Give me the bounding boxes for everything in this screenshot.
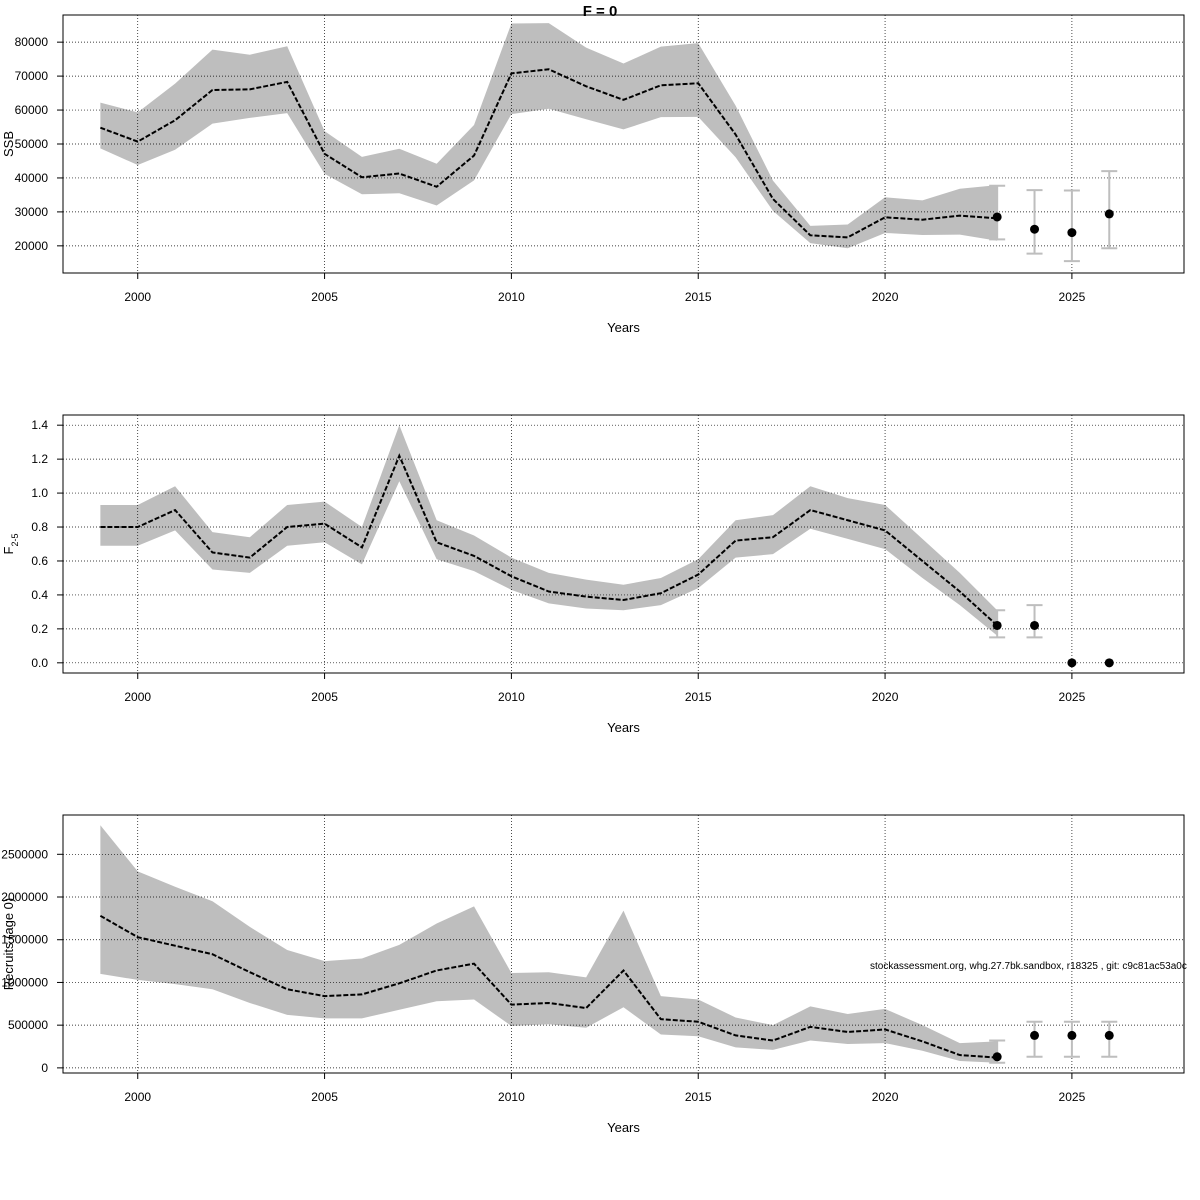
- x-tick-label: 2010: [498, 290, 525, 304]
- y-tick-label: 0.4: [31, 588, 48, 602]
- y-tick-label: 500000: [8, 1018, 48, 1032]
- y-tick-label: 1000000: [1, 975, 48, 989]
- forecast-point: [1104, 209, 1114, 219]
- y-tick-label: 70000: [15, 69, 49, 83]
- x-tick-label: 2025: [1059, 1090, 1086, 1104]
- forecast-point: [992, 1052, 1002, 1062]
- x-axis-label: Years: [607, 320, 640, 335]
- forecast-point: [992, 212, 1002, 222]
- forecast-point: [1030, 1030, 1040, 1040]
- forecast-point: [1030, 620, 1040, 630]
- x-tick-label: 2015: [685, 690, 712, 704]
- estimate-line: [100, 68, 998, 239]
- forecast-point: [1104, 658, 1114, 668]
- y-tick-label: 60000: [15, 103, 49, 117]
- plot-frame: [62, 814, 1185, 1074]
- y-tick-label: 20000: [15, 239, 49, 253]
- x-tick-label: 2015: [685, 1090, 712, 1104]
- x-tick-label: 2005: [311, 1090, 338, 1104]
- y-tick-label: 0.2: [31, 622, 48, 636]
- forecast-point: [1030, 224, 1040, 234]
- y-tick-label: 2000000: [1, 890, 48, 904]
- footer-credit: stockassessment.org, whg.27.7bk.sandbox,…: [870, 961, 1187, 972]
- x-tick-label: 2020: [872, 690, 899, 704]
- y-tick-label: 1.4: [31, 418, 48, 432]
- plot-frame: [62, 414, 1185, 674]
- x-tick-label: 2005: [311, 690, 338, 704]
- recruitment-panel: 2000 2005 2010 2015 2020 2025 0 500000 1000000 15…: [1, 814, 1185, 1135]
- fishing-mortality-panel: 2000 2005 2010 2015 2020 2025 0.0 0.2 0.4 0.6 0.8 1…: [1, 414, 1185, 735]
- x-axis-label: Years: [607, 1120, 640, 1135]
- y-tick-label: 1500000: [1, 933, 48, 947]
- chart-title: F = 0: [583, 3, 618, 20]
- confidence-band: [100, 425, 998, 636]
- x-tick-label: 2005: [311, 290, 338, 304]
- x-tick-label: 2010: [498, 1090, 525, 1104]
- x-tick-label: 2000: [124, 690, 151, 704]
- forecast-point: [992, 620, 1002, 630]
- y-tick-label: 2500000: [1, 847, 48, 861]
- y-axis-label: SSB: [1, 131, 16, 157]
- y-tick-label: 80000: [15, 35, 49, 49]
- y-tick-label: 1.0: [31, 486, 48, 500]
- y-tick-label: 30000: [15, 205, 49, 219]
- forecast-point: [1104, 1030, 1114, 1040]
- y-tick-label: 0.8: [31, 520, 48, 534]
- confidence-band: [100, 23, 998, 249]
- forecast-point: [1067, 228, 1077, 238]
- y-tick-label: 1.2: [31, 452, 48, 466]
- x-tick-label: 2000: [124, 1090, 151, 1104]
- x-tick-label: 2015: [685, 290, 712, 304]
- estimate-line: [99, 914, 998, 1059]
- x-tick-label: 2010: [498, 690, 525, 704]
- y-tick-label: 50000: [15, 137, 49, 151]
- x-tick-label: 2025: [1059, 290, 1086, 304]
- y-tick-label: 0: [41, 1061, 48, 1075]
- x-tick-label: 2000: [124, 290, 151, 304]
- ssb-panel: 2000 2005 2010 2015 2020 2025 20000 30000 40000 5…: [1, 14, 1185, 335]
- x-tick-label: 2020: [872, 1090, 899, 1104]
- forecast-point: [1067, 1030, 1077, 1040]
- y-tick-label: 0.6: [31, 554, 48, 568]
- x-tick-label: 2025: [1059, 690, 1086, 704]
- confidence-band: [100, 825, 998, 1063]
- x-tick-label: 2020: [872, 290, 899, 304]
- y-tick-label: 0.0: [31, 656, 48, 670]
- y-tick-label: 40000: [15, 171, 49, 185]
- x-axis-label: Years: [607, 720, 640, 735]
- forecast-point: [1067, 658, 1077, 668]
- y-axis-label-subscript: 2-5: [10, 534, 20, 547]
- estimate-line: [100, 453, 998, 627]
- y-axis-label: F2-5: [1, 534, 20, 555]
- y-axis-label: Recruits (age 0): [1, 898, 16, 990]
